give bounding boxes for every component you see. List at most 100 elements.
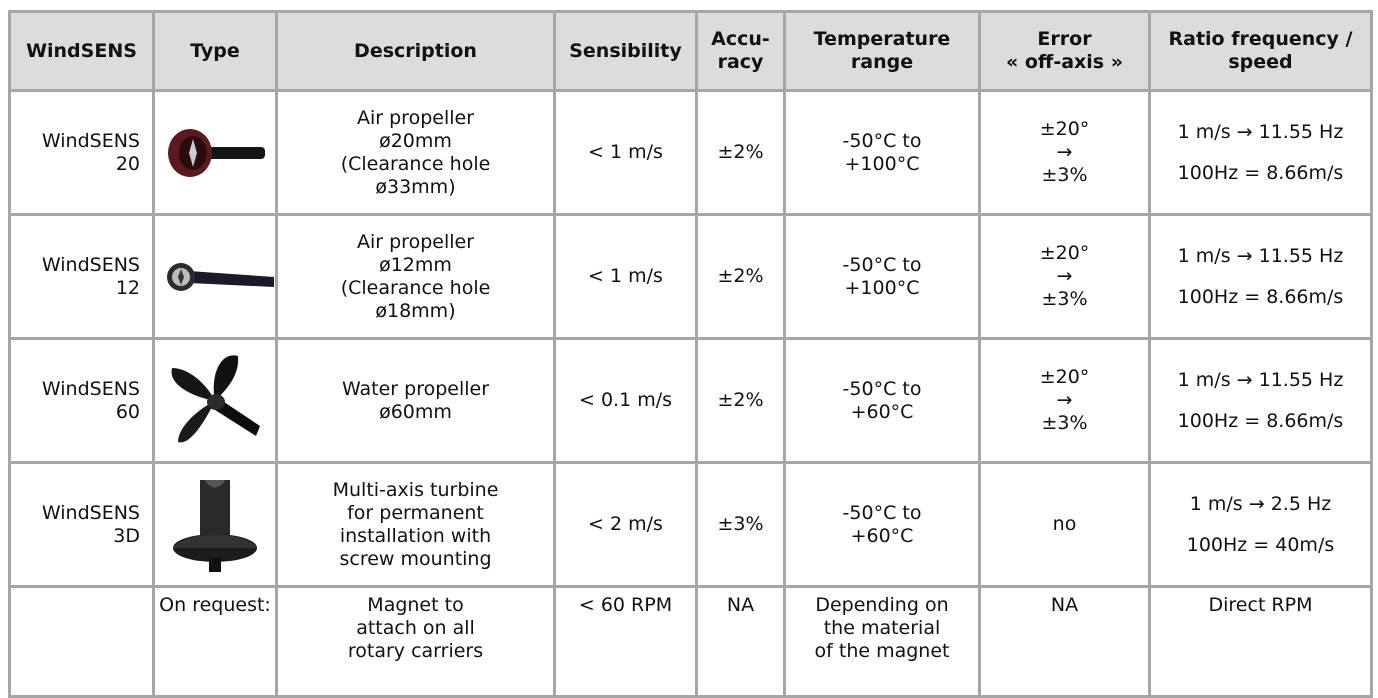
table-row: WindSENS 60 Water propeller ø60mm < 0.1 m/s…	[8, 337, 1373, 464]
table-cell: ±2%	[695, 213, 786, 340]
cell-line: 100Hz = 40m/s	[1186, 533, 1335, 556]
table-cell	[152, 89, 278, 216]
header-cell: Type	[152, 10, 278, 92]
cell-line: range	[850, 51, 914, 73]
table-cell: 1 m/s → 11.55 Hz 100Hz = 8.66m/s	[1148, 89, 1373, 216]
cell-line: -50°C to	[842, 253, 922, 276]
cell-line: ±20°	[1039, 366, 1090, 388]
cell-line: 100Hz = 8.66m/s	[1177, 161, 1344, 184]
cell-line: racy	[717, 51, 764, 73]
table-row: WindSENS 3D Multi-axis turbine for permane…	[8, 461, 1373, 588]
header-cell: WindSENS	[8, 10, 155, 92]
product-image	[167, 262, 274, 291]
cell-line: Accu-	[711, 28, 770, 50]
cell-line: →	[1056, 141, 1073, 163]
table-cell	[152, 213, 278, 340]
header-row: WindSENS Type Description Sensibility Accu-r…	[8, 10, 1373, 92]
table-cell	[152, 337, 278, 464]
cell-line: Water propeller	[341, 377, 490, 400]
product-image	[171, 354, 260, 442]
cell-line: screw mounting	[339, 547, 492, 570]
cell-line: Direct RPM	[1208, 594, 1313, 616]
cell-line: ±3%	[1041, 288, 1088, 310]
cell-line: 100Hz = 8.66m/s	[1177, 409, 1344, 432]
table-cell: Depending on the material of the magnet	[783, 585, 981, 698]
table-cell: Direct RPM	[1148, 585, 1373, 698]
table-cell: On request:	[152, 585, 278, 698]
cell-line: < 60 RPM	[578, 594, 673, 616]
cell-line: Type	[190, 39, 240, 62]
table-cell: < 60 RPM	[553, 585, 698, 698]
table-cell: Air propeller ø20mm (Clearance hole ø33mm)	[275, 89, 556, 216]
cell-line: ø18mm)	[375, 299, 456, 322]
table-cell: NA	[978, 585, 1151, 698]
cell-line: +100°C	[844, 276, 920, 299]
cell-line: WindSENS	[41, 377, 140, 400]
table-cell: WindSENS 60	[8, 337, 155, 464]
cell-line: Sensibility	[569, 39, 682, 62]
cell-line: NA	[726, 594, 755, 616]
table-cell: 1 m/s → 11.55 Hz 100Hz = 8.66m/s	[1148, 213, 1373, 340]
cell-line: +60°C	[850, 400, 914, 423]
table-row: On request: Magnet to attach on all rotary …	[8, 585, 1373, 698]
cell-line: NA	[1050, 594, 1079, 616]
spec-table: WindSENS Type Description Sensibility Accu-r…	[8, 10, 1373, 698]
cell-line: ±2%	[717, 265, 764, 287]
cell-line: 60	[115, 400, 140, 423]
cell-line: ø20mm	[379, 129, 452, 152]
cell-line: 1 m/s → 2.5 Hz	[1189, 492, 1332, 515]
cell-line: rotary carriers	[347, 640, 484, 662]
cell-line: ø33mm)	[375, 175, 456, 198]
cell-line: the material	[823, 617, 941, 639]
cell-line: 1 m/s → 11.55 Hz	[1177, 244, 1344, 267]
cell-line: Description	[354, 39, 477, 62]
cell-line: Air propeller	[356, 106, 474, 129]
cell-line: →	[1056, 265, 1073, 287]
cell-line: Temperature	[813, 28, 951, 50]
table-cell: < 1 m/s	[553, 89, 698, 216]
table-cell: -50°C to +100°C	[783, 89, 981, 216]
header-cell: Description	[275, 10, 556, 92]
cell-line: < 1 m/s	[588, 141, 663, 163]
product-image	[168, 128, 265, 177]
cell-line: 1 m/s → 11.55 Hz	[1177, 120, 1344, 143]
cell-line: < 0.1 m/s	[578, 389, 673, 411]
cell-line: Depending on	[815, 594, 949, 616]
header-cell: Accu-racy	[695, 10, 786, 92]
table-cell: ±2%	[695, 89, 786, 216]
table-cell: < 2 m/s	[553, 461, 698, 588]
product-image	[173, 479, 257, 572]
table-cell: < 1 m/s	[553, 213, 698, 340]
cell-line: Magnet to	[367, 594, 464, 616]
cell-line: for permanent	[347, 501, 484, 524]
cell-line: « off-axis »	[1005, 51, 1123, 73]
header-cell: Error « off-axis »	[978, 10, 1151, 92]
table-cell	[8, 585, 155, 698]
table-cell: NA	[695, 585, 786, 698]
cell-line: no	[1052, 513, 1077, 535]
cell-line: installation with	[339, 524, 492, 547]
cell-line: speed	[1228, 51, 1293, 73]
cell-line: ±20°	[1039, 242, 1090, 264]
cell-line: WindSENS	[41, 129, 140, 152]
cell-line: +60°C	[850, 524, 914, 547]
cell-line: ±20°	[1039, 118, 1090, 140]
cell-line: ±3%	[1041, 164, 1088, 186]
table-cell: WindSENS 20	[8, 89, 155, 216]
table-cell: ±2%	[695, 337, 786, 464]
cell-line: 3D	[113, 524, 140, 547]
cell-line: Multi-axis turbine	[332, 478, 499, 501]
cell-line: WindSENS	[26, 39, 137, 62]
table-row: WindSENS 20 Air propeller ø20mm (Clearance …	[8, 89, 1373, 216]
cell-line: 1 m/s → 11.55 Hz	[1177, 368, 1344, 391]
cell-line: -50°C to	[842, 129, 922, 152]
cell-line: Air propeller	[356, 230, 474, 253]
table-cell: Magnet to attach on all rotary carriers	[275, 585, 556, 698]
header-cell: Temperature range	[783, 10, 981, 92]
table-cell	[152, 461, 278, 588]
cell-line: ±2%	[717, 141, 764, 163]
table-cell: -50°C to +60°C	[783, 461, 981, 588]
cell-line: < 1 m/s	[588, 265, 663, 287]
cell-line: 20	[115, 152, 140, 175]
cell-line: On request:	[159, 594, 271, 616]
